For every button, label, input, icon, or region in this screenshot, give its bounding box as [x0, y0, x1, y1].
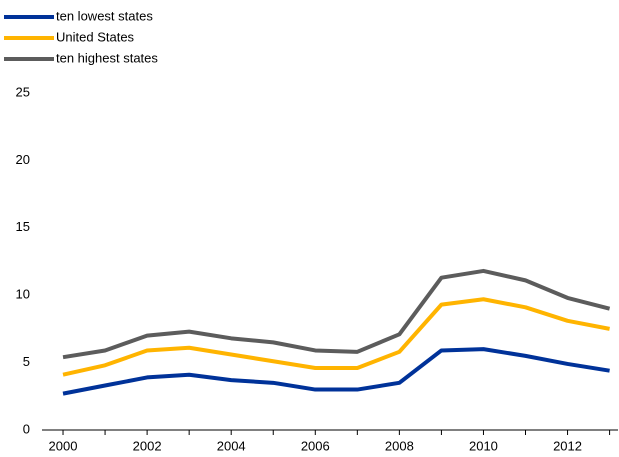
x-tick-label: 2006 — [301, 438, 330, 453]
y-tick-label: 10 — [16, 287, 30, 302]
x-tick-label: 2008 — [385, 438, 414, 453]
y-tick-label: 15 — [16, 219, 30, 234]
series-line — [62, 347, 610, 396]
x-tick-label: 2002 — [133, 438, 162, 453]
x-tick-label: 2004 — [217, 438, 246, 453]
y-tick-label: 5 — [23, 354, 30, 369]
series-line — [62, 297, 610, 377]
legend-label: United States — [56, 29, 135, 44]
legend-label: ten lowest states — [56, 8, 153, 23]
series-line — [62, 268, 611, 360]
legend-label: ten highest states — [56, 50, 158, 65]
x-tick-label: 2010 — [469, 438, 498, 453]
y-tick-label: 0 — [23, 421, 30, 436]
x-tick-label: 2000 — [49, 438, 78, 453]
x-tick-label: 2012 — [553, 438, 582, 453]
y-tick-label: 25 — [16, 84, 30, 99]
y-tick-label: 20 — [16, 152, 30, 167]
